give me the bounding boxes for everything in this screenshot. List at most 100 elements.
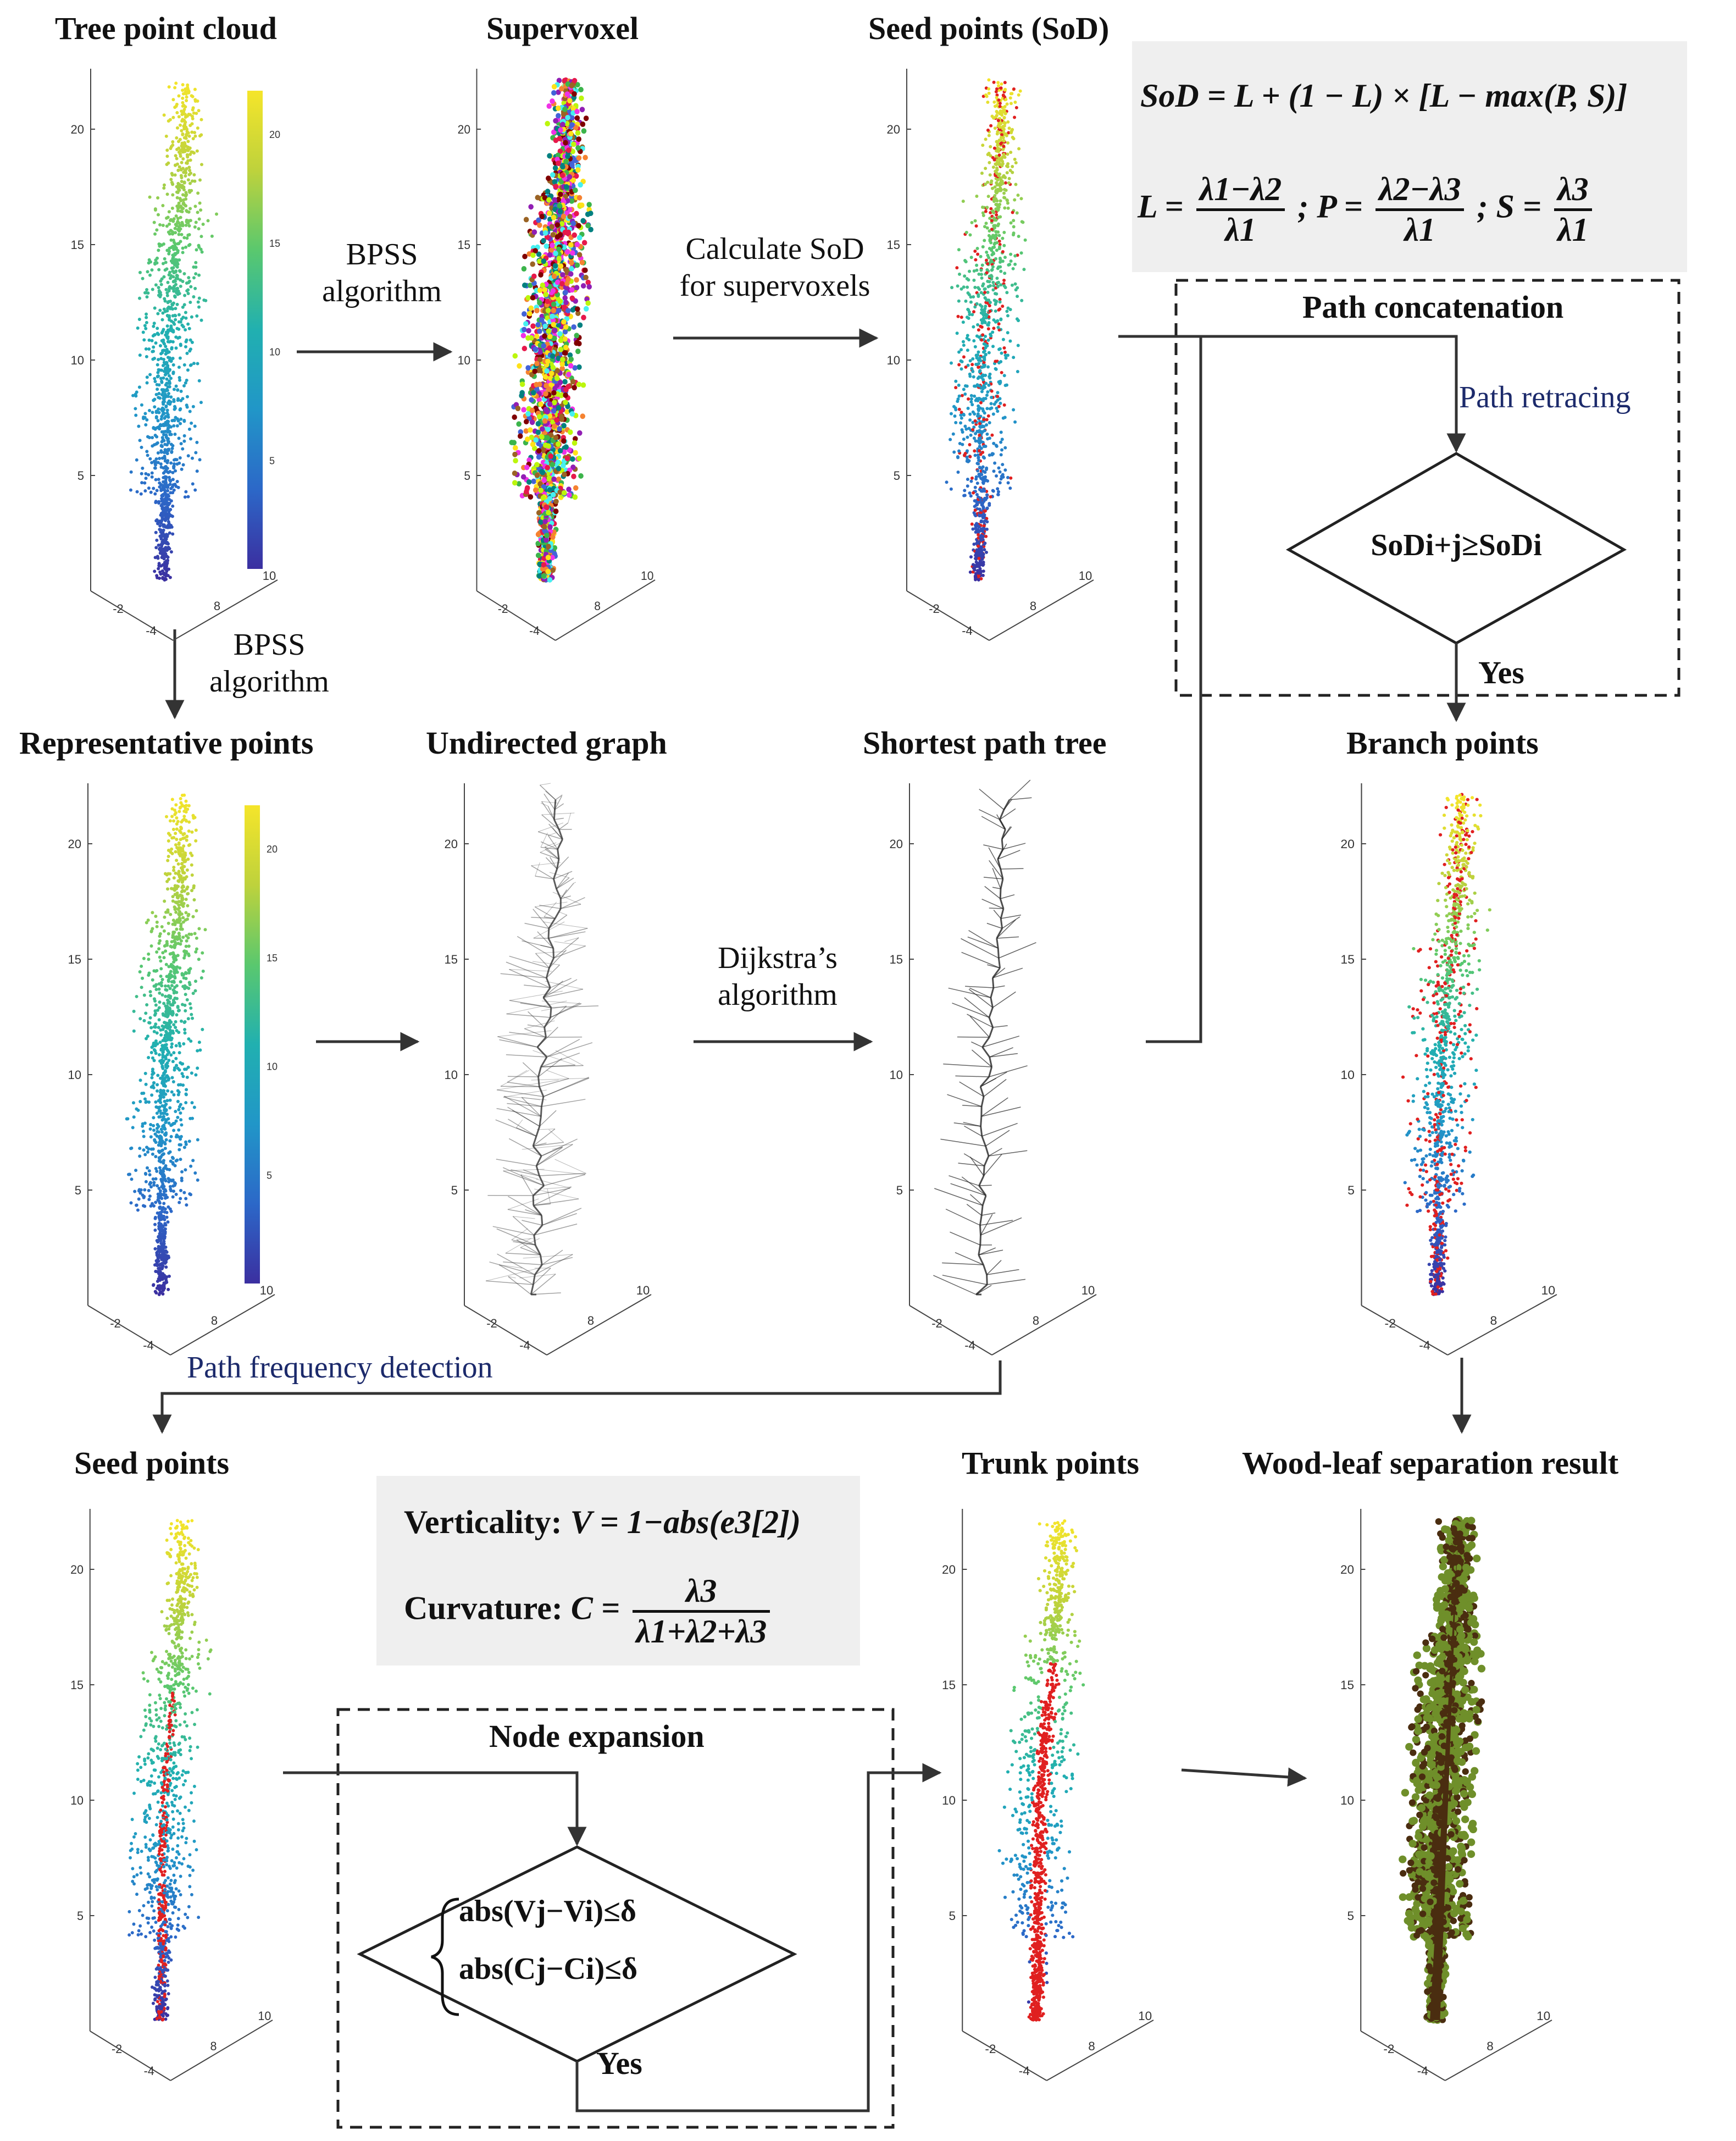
x-tick-label: -4	[1419, 1338, 1430, 1352]
y-tick-label: 8	[1033, 1314, 1039, 1327]
label-bpss-1-line2: algorithm	[322, 274, 442, 309]
z-tick-label: 15	[890, 953, 903, 966]
z-tick-label: 10	[445, 1068, 458, 1082]
label-dijkstra-line2: algorithm	[718, 978, 838, 1013]
x-tick-label: -2	[929, 602, 940, 616]
node-expansion-box	[336, 1708, 895, 2129]
s-lhs: ; S =	[1477, 188, 1542, 225]
tree-rep	[125, 793, 207, 1296]
l-lhs: L =	[1138, 188, 1184, 225]
label-path-retracing: Path retracing	[1459, 380, 1631, 414]
z-tick-label: 5	[77, 469, 84, 483]
z-tick-label: 15	[71, 238, 84, 252]
x-tick-label: -4	[1019, 2064, 1030, 2078]
label-node-expansion: Node expansion	[489, 1718, 705, 1754]
z-tick-label: 10	[1340, 1068, 1355, 1081]
z-tick-label: 5	[894, 469, 900, 483]
z-tick-label: 5	[451, 1183, 458, 1197]
label-calc-sod-line2: for supervoxels	[679, 269, 870, 303]
y-tick-label: 10	[1537, 2009, 1550, 2023]
title-representative-points: Representative points	[19, 725, 314, 761]
label-bpss-2-line2: algorithm	[209, 665, 329, 699]
label-dijkstra-line1: Dijkstra’s	[718, 941, 838, 975]
z-tick-label: 15	[887, 238, 900, 252]
z-tick-label: 15	[458, 239, 470, 252]
z-tick-label: 5	[1347, 1183, 1355, 1197]
y-tick-label: 8	[594, 600, 601, 613]
x-tick-label: -2	[110, 1316, 121, 1330]
z-tick-label: 15	[445, 953, 458, 966]
z-tick-label: 10	[68, 1068, 81, 1082]
label-path-frequency: Path frequency detection	[187, 1351, 493, 1385]
y-tick-label: 10	[260, 1284, 273, 1297]
z-tick-label: 5	[896, 1183, 903, 1197]
colorbar-tick-label: 10	[269, 347, 280, 358]
z-tick-label: 5	[464, 469, 470, 483]
label-calc-sod: Calculate SoD for supervoxels	[657, 231, 893, 305]
plot-branch-points: 5 10 15 20 -2 -4 8 10	[1330, 772, 1583, 1366]
x-tick-label: -4	[529, 624, 540, 638]
p-fraction: λ2−λ3 λ1	[1375, 170, 1465, 249]
label-dijkstra: Dijkstra’s algorithm	[687, 940, 868, 1014]
x-tick-label: -2	[1385, 1316, 1396, 1330]
x-tick-label: -2	[112, 2042, 122, 2056]
x-tick-label: -4	[144, 2064, 154, 2078]
tree-viridis	[129, 81, 219, 582]
z-tick-label: 10	[1340, 1794, 1354, 1807]
s-fraction: λ3 λ1	[1554, 170, 1592, 249]
arrow-trunk-to-result	[1181, 1767, 1307, 1787]
z-tick-label: 15	[942, 1678, 956, 1692]
plot-seed-points: 5 10 15 20 -2 -4 8 10	[60, 1498, 297, 2092]
l-num: λ1−λ2	[1196, 170, 1285, 211]
z-tick-label: 10	[71, 353, 84, 367]
l-den: λ1	[1225, 212, 1256, 248]
curvature-den: λ1+λ2+λ3	[636, 1613, 767, 1650]
colorbar-tick-label: 15	[269, 238, 280, 249]
z-tick-label: 5	[77, 1909, 84, 1923]
y-tick-label: 10	[641, 569, 653, 583]
plot-seed-points-sod: 5 10 15 20 -2 -4 8 10	[877, 58, 1118, 651]
z-tick-label: 20	[1340, 1563, 1354, 1576]
label-yes-1: Yes	[1478, 655, 1524, 690]
title-seed-points-sod: Seed points (SoD)	[868, 10, 1110, 46]
tree-woodleaf	[1399, 1516, 1486, 2024]
tree-trunk	[997, 1519, 1085, 2022]
z-tick-label: 20	[68, 837, 81, 851]
label-path-concatenation: Path concatenation	[1302, 289, 1564, 325]
x-tick-label: -2	[985, 2042, 996, 2056]
z-tick-label: 10	[458, 354, 470, 368]
s-den: λ1	[1557, 212, 1589, 248]
z-tick-label: 5	[1347, 1909, 1354, 1923]
tree-supervoxel	[509, 77, 594, 583]
path-concatenation-box	[1174, 279, 1680, 697]
z-tick-label: 10	[887, 353, 900, 367]
label-bpss-1: BPSS algorithm	[310, 236, 453, 310]
x-tick-label: -2	[1383, 2042, 1394, 2056]
p-den: λ1	[1404, 212, 1435, 248]
p-num: λ2−λ3	[1375, 170, 1465, 211]
x-tick-label: -4	[1417, 2064, 1428, 2078]
colorbar-tick-label: 20	[267, 844, 278, 855]
x-tick-label: -4	[964, 1338, 975, 1352]
x-tick-label: -4	[143, 1338, 154, 1352]
title-trunk-points: Trunk points	[962, 1445, 1139, 1481]
y-tick-label: 8	[211, 1314, 218, 1327]
z-tick-label: 10	[890, 1068, 903, 1082]
z-tick-label: 20	[1340, 837, 1355, 850]
cond-c-text: abs(Cj−Ci)≤δ	[459, 1952, 638, 1986]
plot-undirected-graph: 5 10 15 20 -2 -4 8 10	[434, 772, 676, 1366]
y-tick-label: 10	[1138, 2009, 1152, 2023]
plot-trunk-points: 5 10 15 20 -2 -4 8 10	[931, 1498, 1179, 2092]
label-calc-sod-line1: Calculate SoD	[685, 232, 864, 266]
y-tick-label: 8	[1030, 599, 1036, 613]
colorbar-tick-label: 15	[267, 953, 278, 964]
plot-supervoxel: 5 10 15 20 -2 -4 8 10	[448, 58, 679, 651]
z-tick-label: 20	[70, 1563, 84, 1576]
connector-spt-to-concatenation	[1146, 336, 1202, 1043]
y-tick-label: 10	[636, 1284, 650, 1297]
curvature-lhs: C =	[570, 1590, 620, 1627]
sod-formula-box	[1132, 41, 1687, 272]
title-branch-points: Branch points	[1346, 725, 1539, 761]
arrow-path-frequency	[152, 1360, 1002, 1434]
